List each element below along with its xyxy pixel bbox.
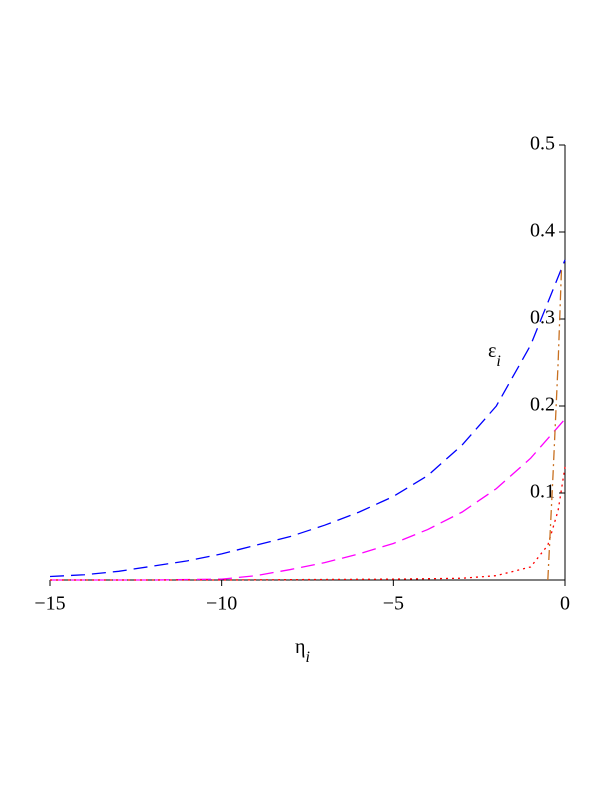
y-tick-label: 0.1 (530, 481, 555, 503)
x-tick-label: 0 (560, 593, 570, 615)
line-series (547, 266, 563, 581)
y-axis-label: εi (488, 340, 501, 370)
x-axis-label-subscript: i (305, 649, 309, 666)
y-axis-label-symbol: ε (488, 340, 496, 362)
y-tick-label: 0.2 (530, 394, 555, 416)
y-tick-label: 0.4 (530, 220, 555, 242)
line-series (49, 259, 566, 578)
line-series (50, 418, 566, 581)
y-tick-label: 0.5 (530, 133, 555, 155)
y-tick-label: 0.3 (530, 307, 555, 329)
line-series (50, 466, 566, 581)
x-tick-label: −15 (34, 593, 65, 615)
x-axis-label-symbol: η (295, 636, 305, 658)
y-axis-label-subscript: i (496, 353, 500, 370)
x-axis-label: ηi (295, 636, 310, 666)
x-tick-label: −10 (206, 593, 237, 615)
x-tick-label: −5 (383, 593, 404, 615)
